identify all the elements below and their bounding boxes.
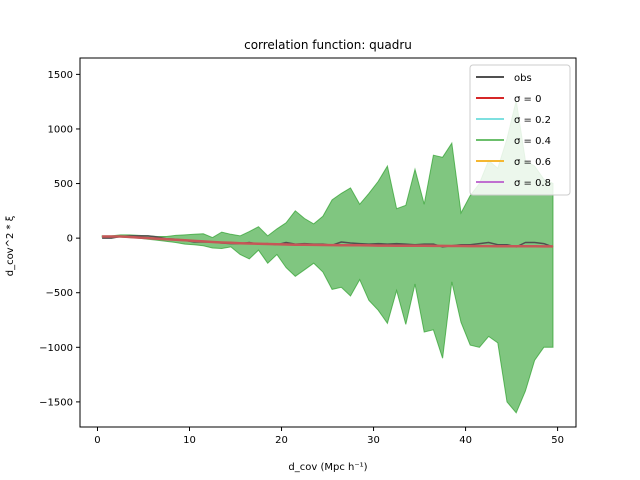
- legend-label: σ = 0: [514, 94, 541, 105]
- y-tick-label: −1500: [39, 397, 73, 408]
- legend: obs σ = 0 σ = 0.2 σ = 0.4 σ = 0.6 σ = 0.8: [469, 64, 571, 196]
- sigma-band-area: [101, 100, 554, 414]
- plot-frame: [79, 57, 577, 428]
- y-tick-label: 1000: [48, 124, 73, 135]
- x-axis-label: d_cov (Mpc h⁻¹): [288, 462, 367, 473]
- legend-label: σ = 0.4: [514, 136, 551, 147]
- legend-label: σ = 0.2: [514, 115, 551, 126]
- x-tick-label: 10: [183, 435, 196, 446]
- plot-area: [101, 100, 554, 414]
- y-axis-label: d_cov^2 * ξ: [5, 216, 16, 277]
- y-tick-label: −1000: [39, 343, 73, 354]
- legend-label: σ = 0.6: [514, 157, 551, 168]
- series-line-model-overlay-6: [102, 235, 553, 248]
- x-tick-label: 30: [367, 435, 380, 446]
- legend-label: obs: [514, 73, 532, 84]
- x-tick-label: 50: [551, 435, 564, 446]
- x-tick-label: 40: [459, 435, 472, 446]
- y-tick-label: 500: [54, 179, 73, 190]
- axes: 0 10 20 30 40 50 −1500 −1000 −500 0 500 1000 1500: [39, 57, 577, 446]
- y-tick-label: 0: [67, 234, 73, 245]
- x-tick-label: 20: [275, 435, 288, 446]
- legend-box: [469, 64, 571, 196]
- x-tick-label: 0: [94, 435, 100, 446]
- legend-label: σ = 0.8: [514, 178, 551, 189]
- chart-title: correlation function: quadru: [244, 38, 412, 52]
- y-tick-label: 1500: [48, 70, 73, 81]
- y-tick-label: −500: [46, 288, 73, 299]
